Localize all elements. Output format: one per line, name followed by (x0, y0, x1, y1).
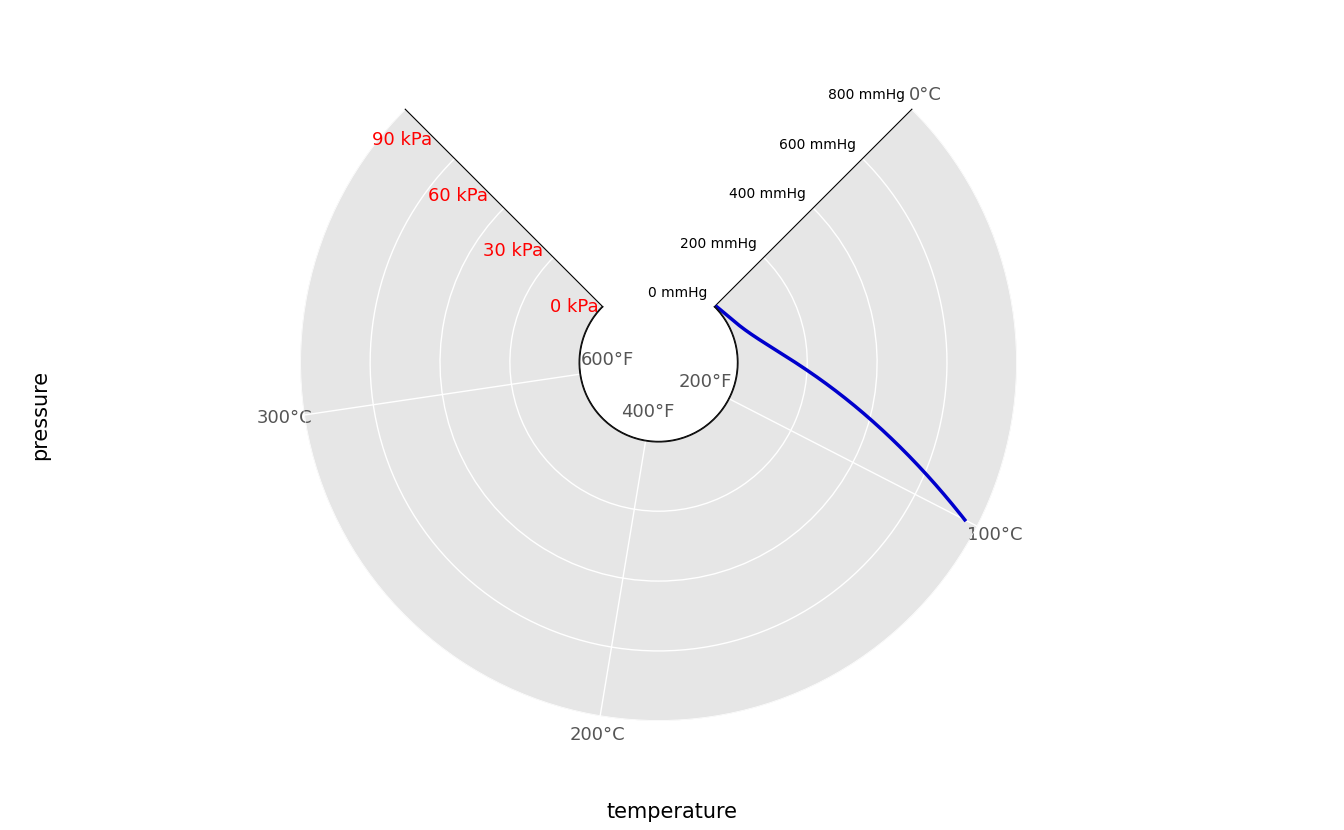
Text: 200°F: 200°F (679, 373, 732, 391)
Text: 30 kPa: 30 kPa (482, 242, 543, 261)
Text: pressure: pressure (31, 370, 50, 460)
Text: temperature: temperature (606, 802, 738, 822)
Text: 90 kPa: 90 kPa (372, 131, 431, 149)
Text: 0 kPa: 0 kPa (550, 298, 598, 315)
Text: 600°F: 600°F (581, 351, 634, 369)
Text: 400°F: 400°F (621, 403, 675, 422)
Text: 60 kPa: 60 kPa (427, 187, 488, 205)
